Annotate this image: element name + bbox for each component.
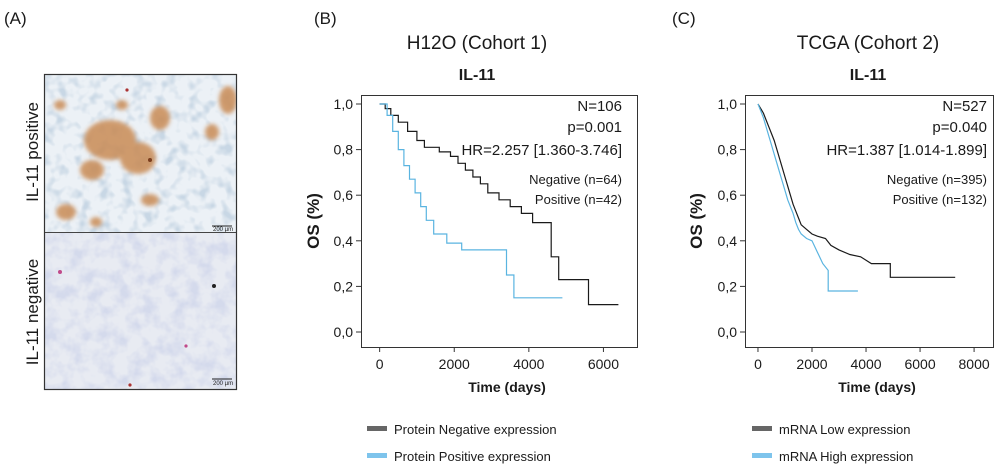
label-il11-negative: IL-11 negative [23,259,42,365]
legend-label: Protein Positive expression [394,449,551,464]
panel-a-frame [43,73,238,391]
y-tick-label: 0,0 [718,324,738,340]
x-tick-label: 2000 [796,356,827,372]
group-count: Negative (n=395) [887,172,987,187]
x-tick-label: 2000 [439,356,470,372]
series-line-negative [379,103,619,306]
x-tick-label: 0 [754,356,762,372]
y-tick-label: 0,0 [334,324,354,340]
y-axis-label: OS (%) [687,193,706,249]
legend-label: Protein Negative expression [394,422,557,437]
x-tick-label: 6000 [588,356,619,372]
x-tick-label: 6000 [904,356,935,372]
legend-label: mRNA Low expression [779,422,911,437]
legend-swatch [752,453,772,458]
stat-annotation: p=0.040 [932,119,987,136]
x-tick-label: 4000 [850,356,881,372]
y-axis-label: OS (%) [304,193,323,249]
panel-label: (C) [672,9,696,28]
stat-annotation: p=0.001 [567,119,622,136]
y-tick-label: 0,8 [718,142,738,158]
x-tick-label: 4000 [513,356,544,372]
y-tick-label: 0,2 [334,278,354,294]
y-tick-label: 0,4 [718,233,738,249]
panel-a-label: (A) [4,9,27,28]
series-line-positive [379,103,563,299]
chart-subtitle: IL-11 [459,67,496,84]
stat-annotation: HR=1.387 [1.014-1.899] [826,142,987,159]
y-tick-label: 0,6 [334,187,354,203]
legend-label: mRNA High expression [779,449,913,464]
stat-annotation: N=527 [942,98,987,115]
group-count: Negative (n=64) [529,172,622,187]
x-tick-label: 0 [376,356,384,372]
group-count: Positive (n=132) [893,192,987,207]
chart-title: H12O (Cohort 1) [407,33,547,54]
plot-frame [745,95,994,348]
ihc-image-negative: 200 µm [45,233,236,389]
y-tick-label: 0,8 [334,142,354,158]
group-count: Positive (n=42) [535,192,622,207]
ihc-image-positive: 200 µm [45,75,236,233]
panel-label: (B) [314,9,337,28]
legend-swatch [367,453,387,458]
scale-bar-bottom: 200 µm [213,381,233,387]
series-line-positive [757,103,858,292]
y-tick-label: 0,4 [334,233,354,249]
y-tick-label: 0,2 [718,278,738,294]
km-chart-cohort1: (B) H12O (Cohort 1) IL-11 0,0 0,2 0,4 0,6 0,8 1,… [304,9,638,464]
y-tick-label: 1,0 [334,96,354,112]
series-line-negative [757,103,956,278]
label-il11-positive: IL-11 positive [23,102,42,202]
chart-subtitle: IL-11 [850,67,887,84]
scale-bar-top: 200 µm [213,227,233,233]
plot-frame [361,95,638,348]
y-tick-label: 0,6 [718,187,738,203]
x-axis-label: Time (days) [468,379,546,395]
y-tick-label: 1,0 [718,96,738,112]
stat-annotation: N=106 [577,98,622,115]
x-tick-label: 8000 [959,356,990,372]
km-chart-cohort2: (C) TCGA (Cohort 2) IL-11 0,0 0,2 0,4 0,6 0,8 1,… [672,9,994,464]
stat-annotation: HR=2.257 [1.360-3.746] [461,142,622,159]
legend-swatch [367,426,387,431]
chart-title: TCGA (Cohort 2) [797,33,940,54]
legend-swatch [752,426,772,431]
x-axis-label: Time (days) [838,379,916,395]
